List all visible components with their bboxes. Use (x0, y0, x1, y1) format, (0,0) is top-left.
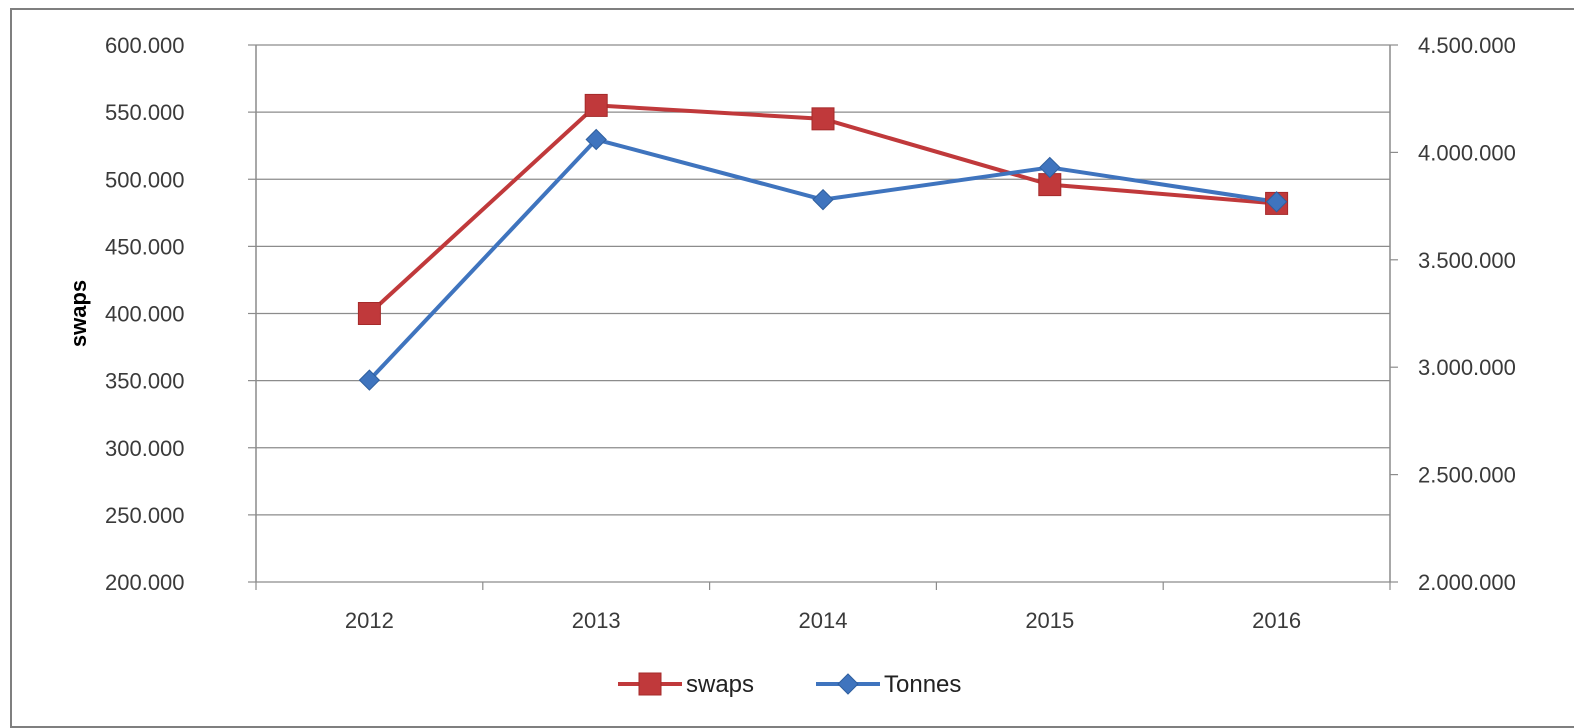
data-point-tonnes (358, 369, 381, 391)
legend-label-swaps: swaps (686, 671, 754, 698)
y-right-tick-label: 3.500.000 (1418, 248, 1516, 273)
y-right-tick-label: 3.000.000 (1418, 355, 1516, 380)
legend-marker-swaps (638, 672, 662, 696)
y-axis-title: swaps (66, 280, 91, 347)
data-point-tonnes (585, 128, 607, 151)
data-point-tonnes (1265, 191, 1288, 213)
data-point-tonnes (812, 188, 834, 211)
y-left-tick-label: 550.000 (105, 100, 185, 125)
y-right-tick-label: 4.000.000 (1418, 140, 1516, 165)
y-left-tick-label: 600.000 (105, 33, 185, 58)
y-right-tick-label: 2.000.000 (1418, 570, 1516, 595)
y-left-tick-label: 200.000 (105, 570, 185, 595)
y-left-tick-label: 500.000 (105, 167, 185, 192)
legend-marker-tonnes (837, 673, 859, 695)
data-point-swaps (584, 93, 608, 117)
y-right-tick-label: 2.500.000 (1418, 463, 1516, 488)
legend-label-tonnes: Tonnes (884, 671, 961, 698)
x-tick-label: 2015 (1025, 608, 1074, 633)
y-right-tick-label: 4.500.000 (1418, 33, 1516, 58)
y-left-tick-label: 300.000 (105, 436, 185, 461)
y-left-tick-label: 350.000 (105, 369, 185, 394)
y-left-tick-label: 450.000 (105, 234, 185, 259)
y-left-tick-label: 400.000 (105, 302, 185, 327)
x-tick-label: 2014 (799, 608, 848, 633)
x-tick-label: 2012 (345, 608, 394, 633)
series-line-tonnes (367, 137, 1277, 382)
data-point-swaps (357, 302, 381, 325)
x-tick-label: 2016 (1252, 608, 1301, 633)
x-tick-label: 2013 (572, 608, 621, 633)
y-left-tick-label: 250.000 (105, 503, 185, 528)
data-point-tonnes (1039, 156, 1061, 179)
data-point-swaps (811, 107, 835, 131)
